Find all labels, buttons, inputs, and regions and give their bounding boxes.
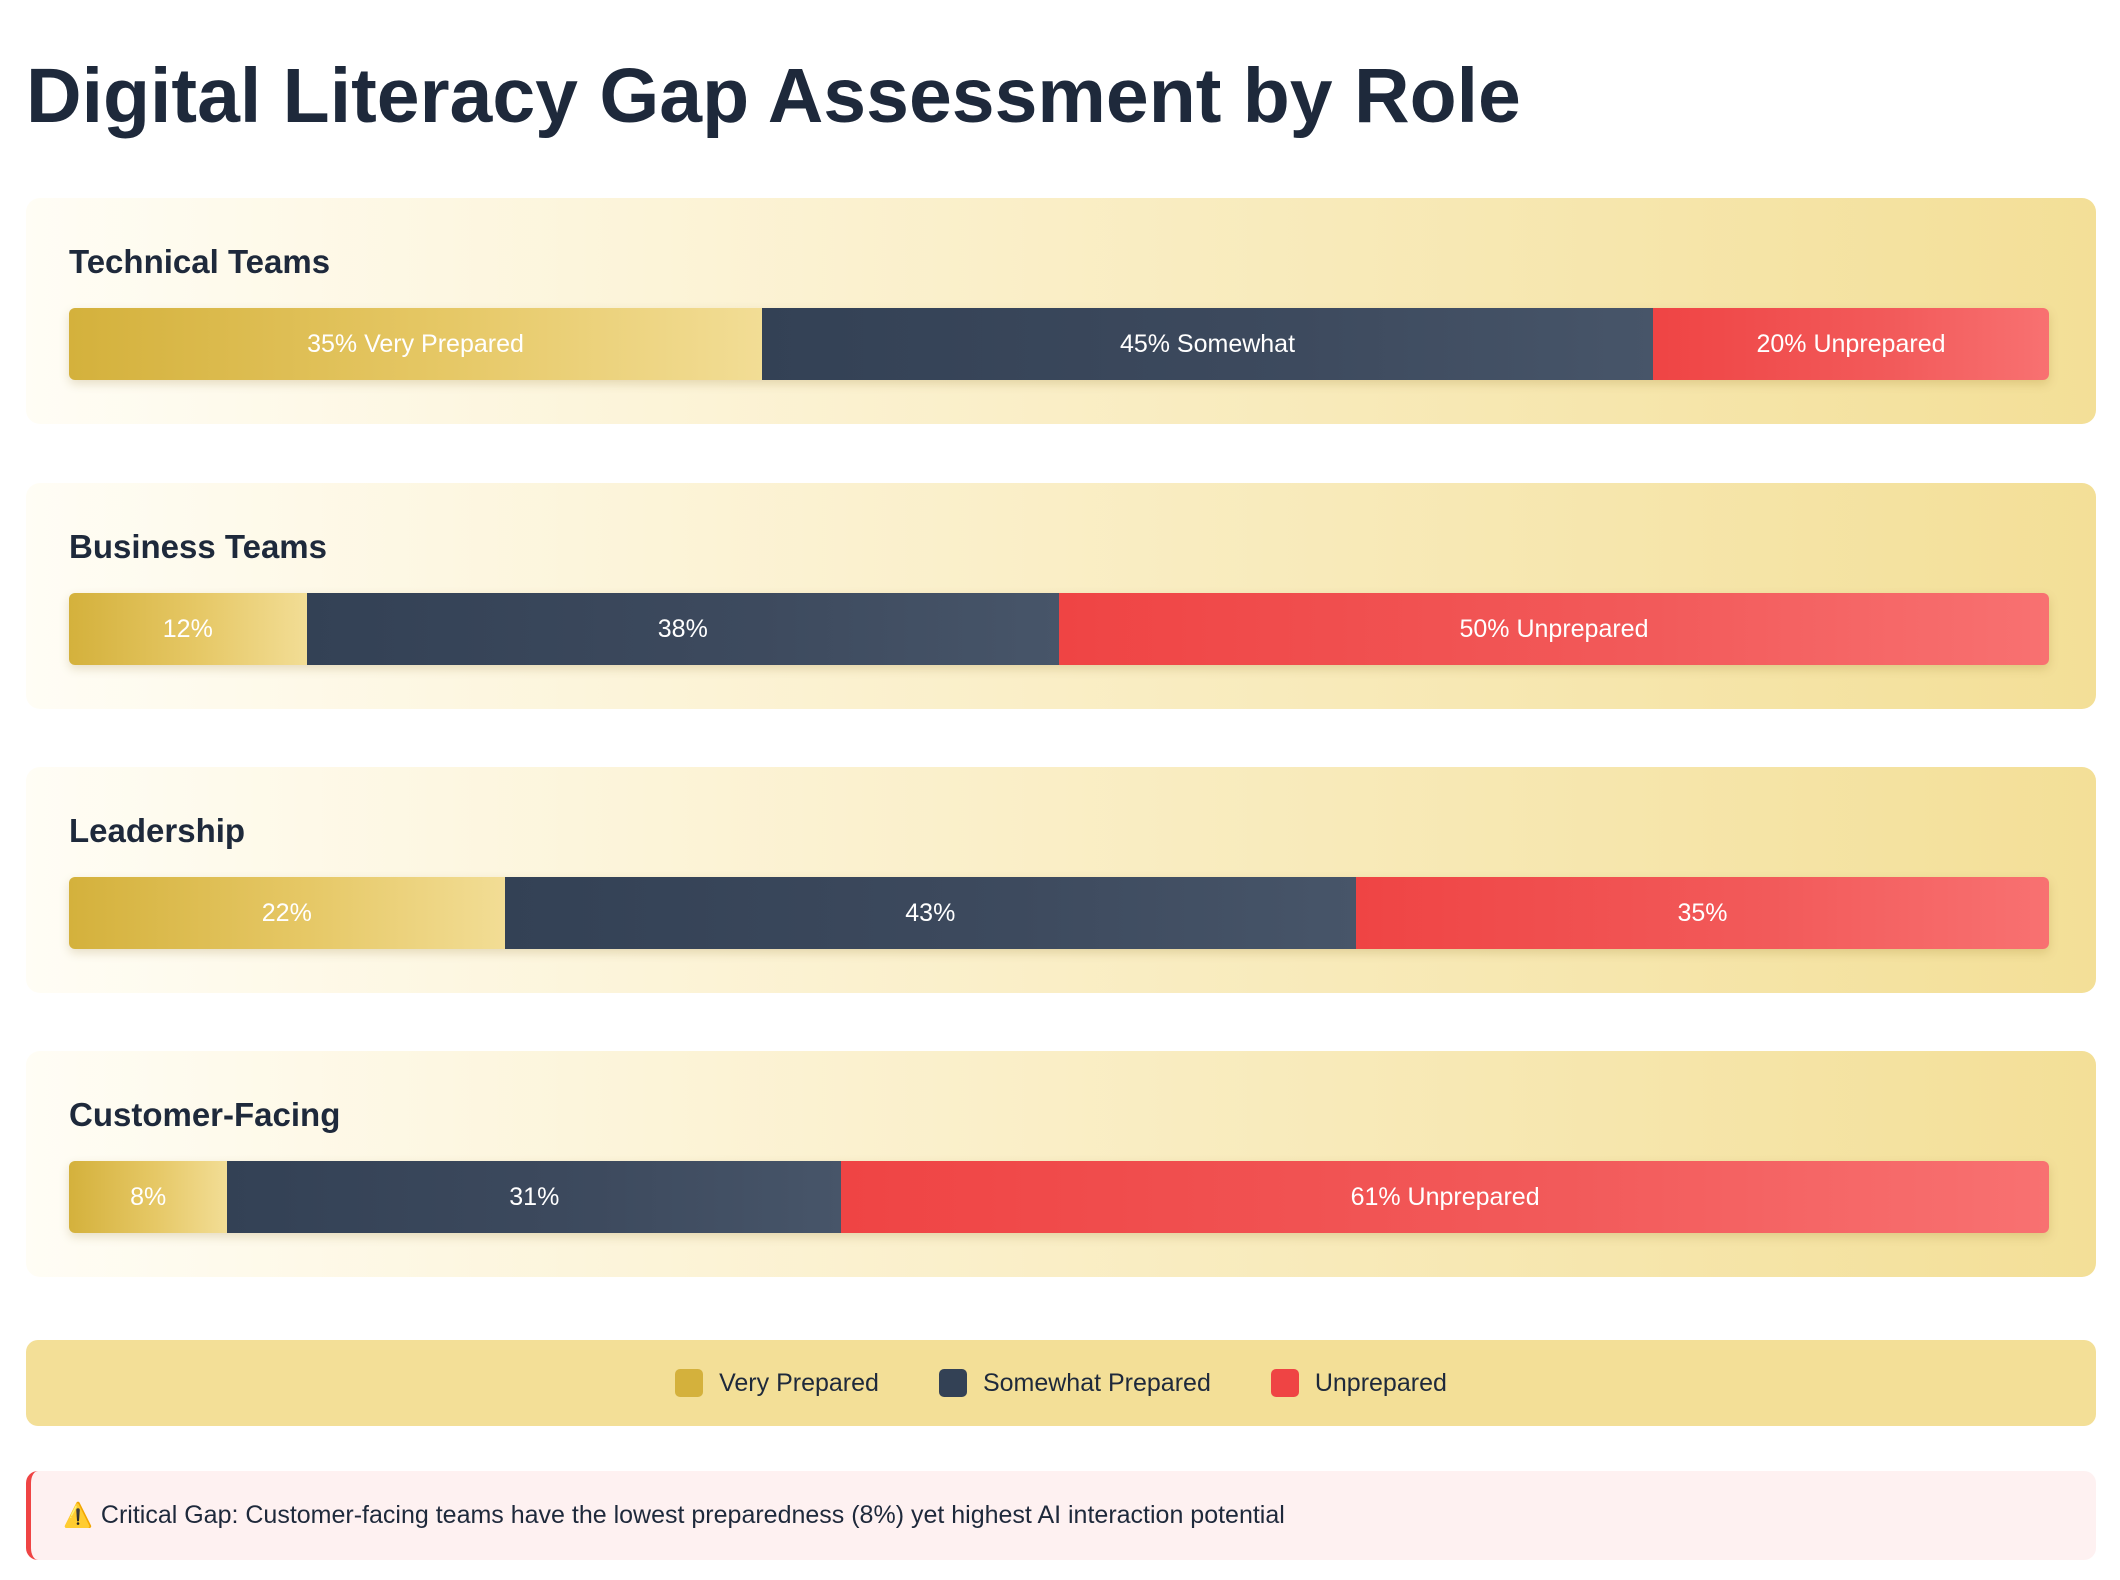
critical-gap-alert: ⚠️ Critical Gap: Customer-facing teams h… — [26, 1471, 2096, 1560]
legend-item-very-prepared: Very Prepared — [675, 1369, 879, 1398]
legend-label-somewhat-prepared: Somewhat Prepared — [982, 1368, 1211, 1397]
bar-segment-label: 45% Somewhat — [1119, 329, 1296, 358]
bar-segment-label: 61% Unprepared — [1350, 1182, 1540, 1211]
bar-segment-label: 35% Very Prepared — [307, 329, 524, 358]
row-label: Technical Teams — [69, 243, 331, 280]
legend-item-unprepared: Unprepared — [1270, 1368, 1447, 1398]
legend-swatch-somewhat-prepared — [938, 1369, 967, 1397]
row-card-leadership: Leadership 22% 43% 35% — [26, 767, 2096, 993]
stacked-bar: 35% Very Prepared 45% Somewhat 20% Unprepa… — [69, 308, 2049, 380]
alert-text: Critical Gap: Customer-facing teams have… — [100, 1501, 1285, 1529]
bar-segment-label: 35% — [1677, 898, 1728, 927]
legend-swatch-very-prepared — [675, 1369, 704, 1397]
row-label: Leadership — [69, 812, 246, 849]
row-label: Customer-Facing — [69, 1096, 341, 1133]
bar-segment-unprepared: 20% Unprepared — [1653, 308, 2049, 380]
row-card-technical-teams: Technical Teams 35% Very Prepared 45% Some… — [26, 198, 2096, 424]
bar-segment-very-prepared: 22% — [69, 877, 505, 949]
row-card-customer-facing: Customer-Facing 8% 31% 61% Unprepared — [26, 1051, 2096, 1277]
page-title: Digital Literacy Gap Assessment by Role — [26, 53, 1521, 139]
stacked-bar: 12% 38% 50% Unprepared — [69, 593, 2049, 665]
row-label: Business Teams — [69, 528, 328, 565]
bar-segment-very-prepared: 12% — [69, 593, 307, 665]
bar-segment-label: 8% — [130, 1182, 167, 1211]
warning-icon: ⚠️ — [63, 1502, 93, 1529]
bar-segment-label: 12% — [162, 614, 213, 643]
bar-segment-label: 22% — [261, 898, 312, 927]
bar-segment-label: 50% Unprepared — [1459, 614, 1649, 643]
bar-segment-unprepared: 61% Unprepared — [841, 1161, 2049, 1233]
chart-legend: Very Prepared Somewhat Prepared Unprepar… — [26, 1340, 2096, 1426]
bar-segment-somewhat-prepared: 43% — [504, 877, 1356, 949]
bar-segment-label: 31% — [509, 1182, 560, 1211]
row-card-business-teams: Business Teams 12% 38% 50% Unprepared — [26, 483, 2096, 709]
bar-segment-unprepared: 35% — [1355, 877, 2049, 949]
legend-label-unprepared: Unprepared — [1314, 1368, 1447, 1397]
bar-segment-somewhat-prepared: 31% — [227, 1161, 842, 1233]
legend-item-somewhat-prepared: Somewhat Prepared — [938, 1368, 1211, 1398]
bar-segment-label: 38% — [657, 614, 708, 643]
bar-segment-somewhat-prepared: 38% — [306, 593, 1059, 665]
bar-segment-label: 43% — [905, 898, 956, 927]
bar-segment-somewhat-prepared: 45% Somewhat — [762, 308, 1653, 380]
stacked-bar: 22% 43% 35% — [69, 877, 2049, 949]
stacked-bar: 8% 31% 61% Unprepared — [69, 1161, 2049, 1233]
bar-segment-very-prepared: 35% Very Prepared — [69, 308, 762, 380]
bar-segment-label: 20% Unprepared — [1756, 329, 1946, 358]
legend-label-very-prepared: Very Prepared — [719, 1368, 879, 1397]
bar-segment-very-prepared: 8% — [69, 1161, 228, 1233]
bar-segment-unprepared: 50% Unprepared — [1058, 593, 2049, 665]
legend-swatch-unprepared — [1270, 1369, 1299, 1397]
